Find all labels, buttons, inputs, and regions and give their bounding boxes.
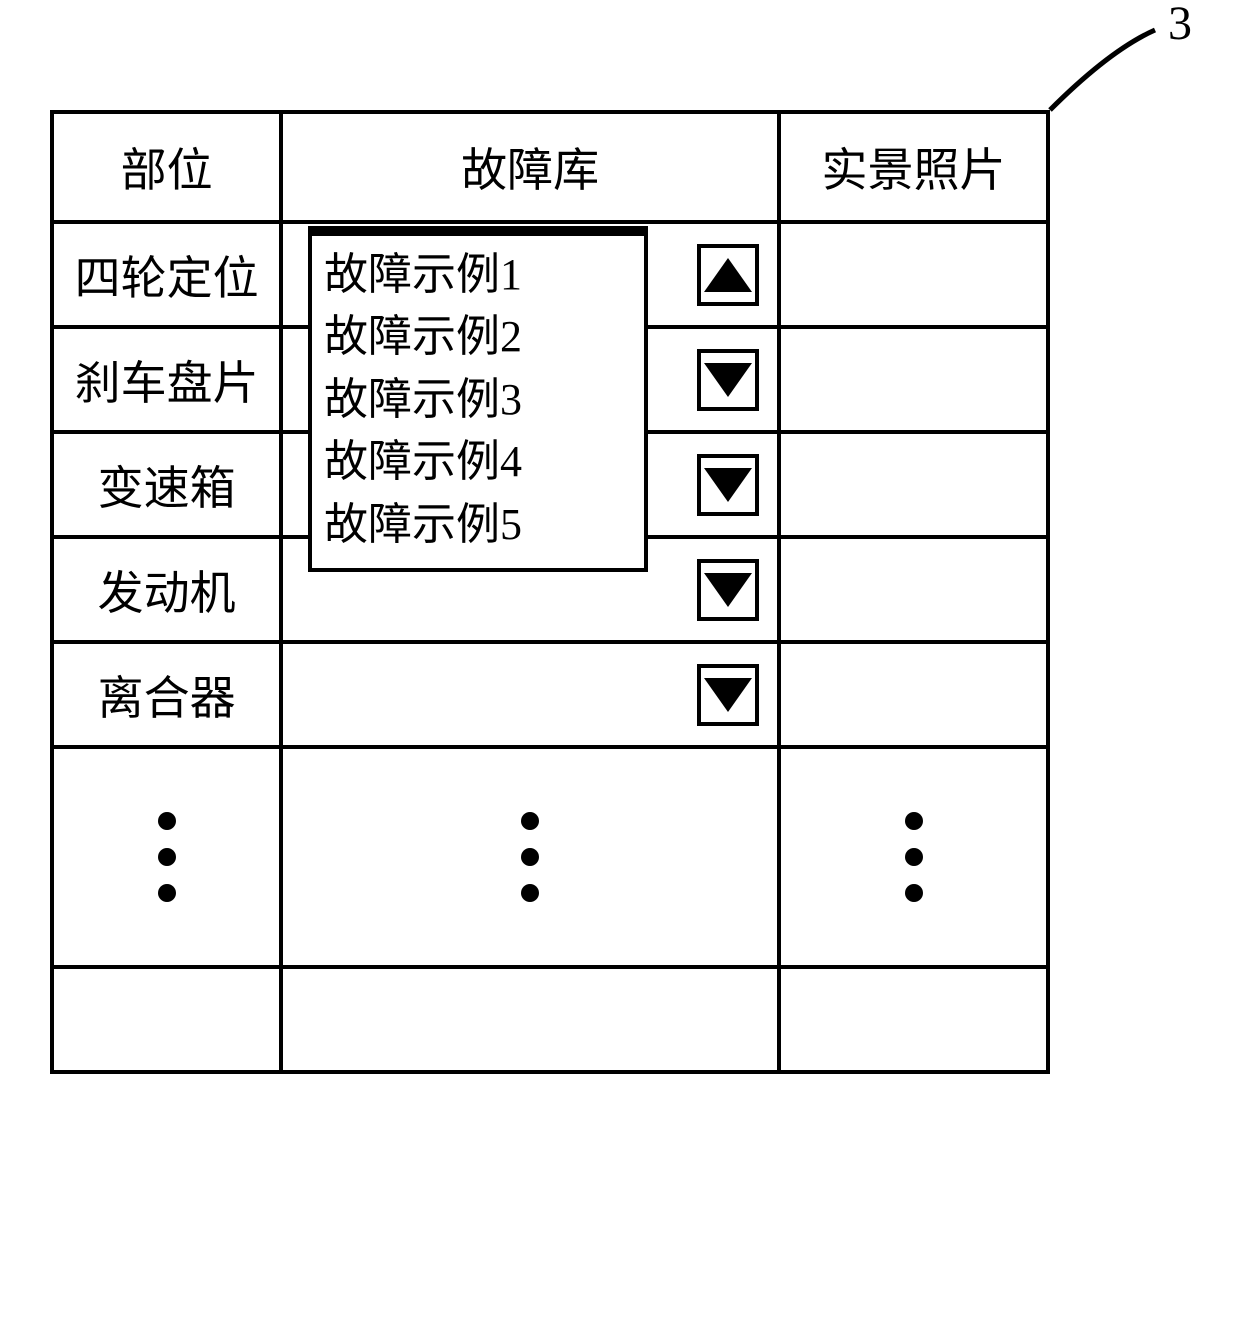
blank-cell bbox=[779, 967, 1048, 1072]
chevron-down-icon bbox=[704, 678, 752, 712]
photo-cell bbox=[779, 222, 1048, 327]
fault-cell bbox=[281, 642, 779, 747]
photo-cell bbox=[779, 537, 1048, 642]
vertical-ellipsis-icon bbox=[60, 812, 273, 902]
ellipsis-cell bbox=[779, 747, 1048, 967]
callout-label: 3 bbox=[1168, 0, 1192, 51]
dropdown-option[interactable]: 故障示例5 bbox=[324, 494, 632, 556]
header-photo: 实景照片 bbox=[779, 112, 1048, 222]
table-row-blank bbox=[52, 967, 1048, 1072]
table-header-row: 部位 故障库 实景照片 bbox=[52, 112, 1048, 222]
dropdown-toggle-down[interactable] bbox=[697, 349, 759, 411]
part-cell: 发动机 bbox=[52, 537, 281, 642]
dropdown-option[interactable]: 故障示例3 bbox=[324, 369, 632, 431]
header-fault: 故障库 bbox=[281, 112, 779, 222]
vertical-ellipsis-icon bbox=[787, 812, 1040, 902]
vertical-ellipsis-icon bbox=[289, 812, 771, 902]
chevron-down-icon bbox=[704, 468, 752, 502]
chevron-up-icon bbox=[704, 258, 752, 292]
chevron-down-icon bbox=[704, 363, 752, 397]
part-cell: 四轮定位 bbox=[52, 222, 281, 327]
fault-dropdown-list[interactable]: 故障示例1 故障示例2 故障示例3 故障示例4 故障示例5 bbox=[308, 226, 648, 572]
dropdown-option[interactable]: 故障示例1 bbox=[324, 244, 632, 306]
dropdown-toggle-down[interactable] bbox=[697, 664, 759, 726]
dropdown-option[interactable]: 故障示例2 bbox=[324, 306, 632, 368]
fault-table-container: 部位 故障库 实景照片 四轮定位 刹车盘片 bbox=[50, 110, 1050, 1074]
photo-cell bbox=[779, 642, 1048, 747]
table-row: 离合器 bbox=[52, 642, 1048, 747]
part-cell: 离合器 bbox=[52, 642, 281, 747]
dropdown-toggle-up[interactable] bbox=[697, 244, 759, 306]
photo-cell bbox=[779, 327, 1048, 432]
chevron-down-icon bbox=[704, 573, 752, 607]
header-part: 部位 bbox=[52, 112, 281, 222]
part-cell: 刹车盘片 bbox=[52, 327, 281, 432]
blank-cell bbox=[52, 967, 281, 1072]
part-cell: 变速箱 bbox=[52, 432, 281, 537]
dropdown-option[interactable]: 故障示例4 bbox=[324, 431, 632, 493]
ellipsis-cell bbox=[281, 747, 779, 967]
photo-cell bbox=[779, 432, 1048, 537]
ellipsis-cell bbox=[52, 747, 281, 967]
dropdown-toggle-down[interactable] bbox=[697, 454, 759, 516]
table-row-ellipsis bbox=[52, 747, 1048, 967]
blank-cell bbox=[281, 967, 779, 1072]
dropdown-toggle-down[interactable] bbox=[697, 559, 759, 621]
